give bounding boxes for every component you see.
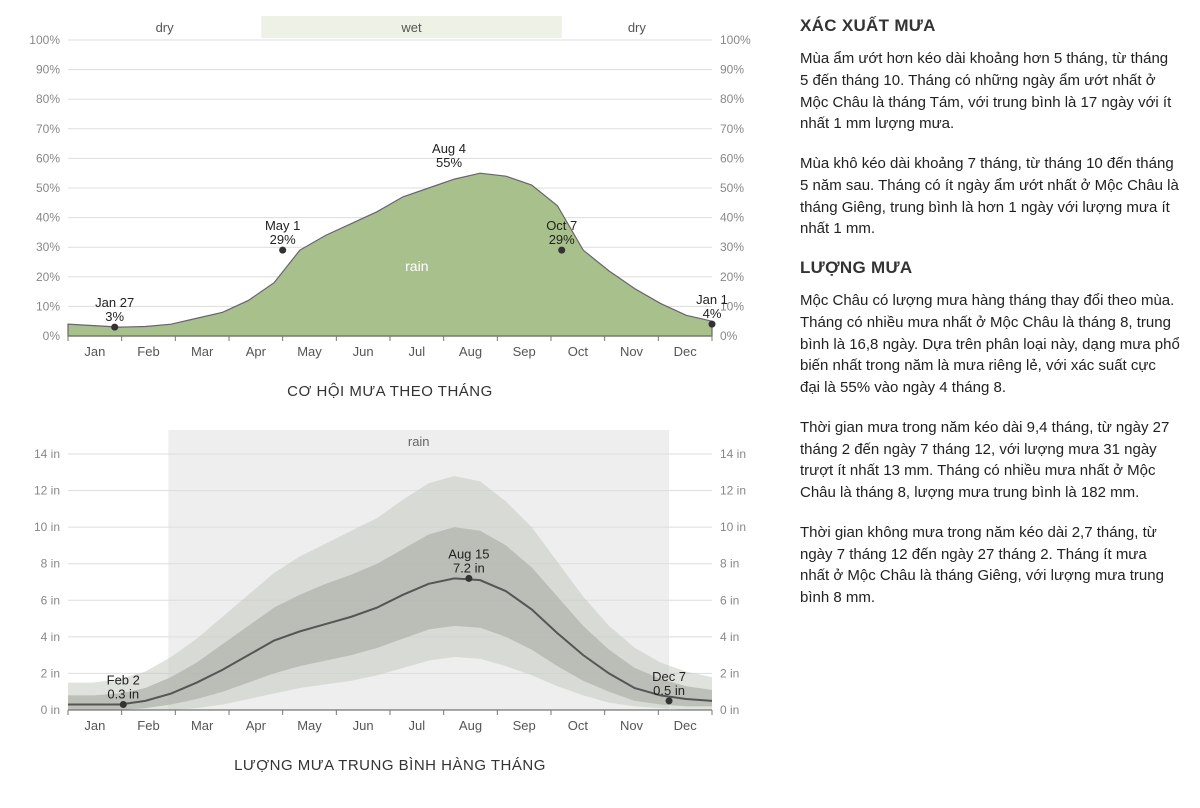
svg-text:0 in: 0 in [720,703,739,717]
svg-text:20%: 20% [720,270,744,284]
svg-text:Jan 1: Jan 1 [696,292,728,307]
svg-text:30%: 30% [720,240,744,254]
svg-text:Oct: Oct [568,344,589,359]
svg-text:0.5 in: 0.5 in [653,683,685,698]
svg-text:7.2 in: 7.2 in [453,560,485,575]
svg-text:Nov: Nov [620,344,644,359]
svg-text:Feb: Feb [137,344,159,359]
svg-text:Oct: Oct [568,718,589,733]
svg-text:Jan: Jan [84,718,105,733]
svg-text:Dec: Dec [674,718,698,733]
svg-text:May: May [297,344,322,359]
svg-text:100%: 100% [720,33,751,47]
svg-text:29%: 29% [549,232,575,247]
svg-text:Jan: Jan [84,344,105,359]
svg-text:rain: rain [405,258,428,274]
svg-text:wet: wet [400,20,422,35]
svg-text:Dec 7: Dec 7 [652,669,686,684]
charts-column: drywetdry0%0%10%10%20%20%30%30%40%40%50%… [10,10,770,798]
svg-text:55%: 55% [436,155,462,170]
text-column: XÁC XUẤT MƯA Mùa ẩm ướt hơn kéo dài khoả… [800,10,1190,798]
svg-text:4%: 4% [703,306,722,321]
svg-text:Aug: Aug [459,344,482,359]
heading-rain-probability: XÁC XUẤT MƯA [800,16,1180,36]
svg-text:dry: dry [156,20,175,35]
svg-text:60%: 60% [36,151,60,165]
svg-text:Mar: Mar [191,718,214,733]
svg-text:6 in: 6 in [720,593,739,607]
svg-text:Nov: Nov [620,718,644,733]
svg-text:dry: dry [628,20,647,35]
chart1-title: CƠ HỘI MƯA THEO THÁNG [10,383,770,400]
svg-text:20%: 20% [36,270,60,284]
paragraph-rainy-period: Thời gian mưa trong năm kéo dài 9,4 thán… [800,417,1180,504]
svg-text:100%: 100% [29,33,60,47]
svg-text:14 in: 14 in [34,447,60,461]
svg-text:Feb: Feb [137,718,159,733]
svg-text:50%: 50% [720,181,744,195]
svg-text:80%: 80% [720,92,744,106]
svg-text:30%: 30% [36,240,60,254]
svg-text:Oct 7: Oct 7 [546,218,577,233]
svg-text:Aug: Aug [459,718,482,733]
svg-text:50%: 50% [36,181,60,195]
chart-rain-chance: drywetdry0%0%10%10%20%20%30%30%40%40%50%… [10,10,770,400]
svg-text:0%: 0% [43,329,61,343]
svg-text:rain: rain [408,434,430,449]
svg-text:Apr: Apr [246,344,267,359]
svg-text:May: May [297,718,322,733]
svg-text:90%: 90% [720,63,744,77]
svg-text:May 1: May 1 [265,218,300,233]
svg-text:Aug 15: Aug 15 [448,546,489,561]
svg-text:40%: 40% [720,211,744,225]
svg-text:Jul: Jul [409,344,426,359]
svg-text:Mar: Mar [191,344,214,359]
svg-text:3%: 3% [105,309,124,324]
svg-text:70%: 70% [720,122,744,136]
svg-text:40%: 40% [36,211,60,225]
svg-text:4 in: 4 in [41,630,60,644]
svg-text:10 in: 10 in [34,520,60,534]
svg-text:12 in: 12 in [720,484,746,498]
svg-text:Sep: Sep [513,718,536,733]
svg-text:90%: 90% [36,63,60,77]
paragraph-dry-period: Thời gian không mưa trong năm kéo dài 2,… [800,522,1180,609]
paragraph-rainfall-summary: Mộc Châu có lượng mưa hàng tháng thay đổ… [800,290,1180,399]
svg-text:2 in: 2 in [720,666,739,680]
svg-text:8 in: 8 in [720,557,739,571]
svg-text:14 in: 14 in [720,447,746,461]
svg-text:Feb 2: Feb 2 [107,673,140,688]
svg-text:70%: 70% [36,122,60,136]
chart-avg-rainfall: rain 0 in 0 in 2 in 2 in 4 in 4 in 6 in 6 in 8 in… [10,424,770,774]
svg-text:Jun: Jun [353,718,374,733]
svg-text:4 in: 4 in [720,630,739,644]
svg-text:12 in: 12 in [34,484,60,498]
svg-text:Sep: Sep [513,344,536,359]
svg-text:0.3 in: 0.3 in [107,687,139,702]
svg-text:Jul: Jul [409,718,426,733]
paragraph-wet-season: Mùa ẩm ướt hơn kéo dài khoảng hơn 5 thán… [800,48,1180,135]
paragraph-dry-season: Mùa khô kéo dài khoảng 7 tháng, từ tháng… [800,153,1180,240]
svg-text:0%: 0% [720,329,738,343]
svg-text:6 in: 6 in [41,593,60,607]
page-root: drywetdry0%0%10%10%20%20%30%30%40%40%50%… [10,10,1190,798]
svg-text:Dec: Dec [674,344,698,359]
svg-text:80%: 80% [36,92,60,106]
svg-text:2 in: 2 in [41,666,60,680]
svg-text:29%: 29% [270,232,296,247]
svg-text:Aug 4: Aug 4 [432,141,466,156]
svg-text:Apr: Apr [246,718,267,733]
svg-text:0 in: 0 in [41,703,60,717]
svg-text:8 in: 8 in [41,557,60,571]
heading-rainfall-amount: LƯỢNG MƯA [800,258,1180,278]
svg-text:10 in: 10 in [720,520,746,534]
svg-text:10%: 10% [36,299,60,313]
svg-text:Jan 27: Jan 27 [95,295,134,310]
svg-text:60%: 60% [720,151,744,165]
svg-text:Jun: Jun [353,344,374,359]
